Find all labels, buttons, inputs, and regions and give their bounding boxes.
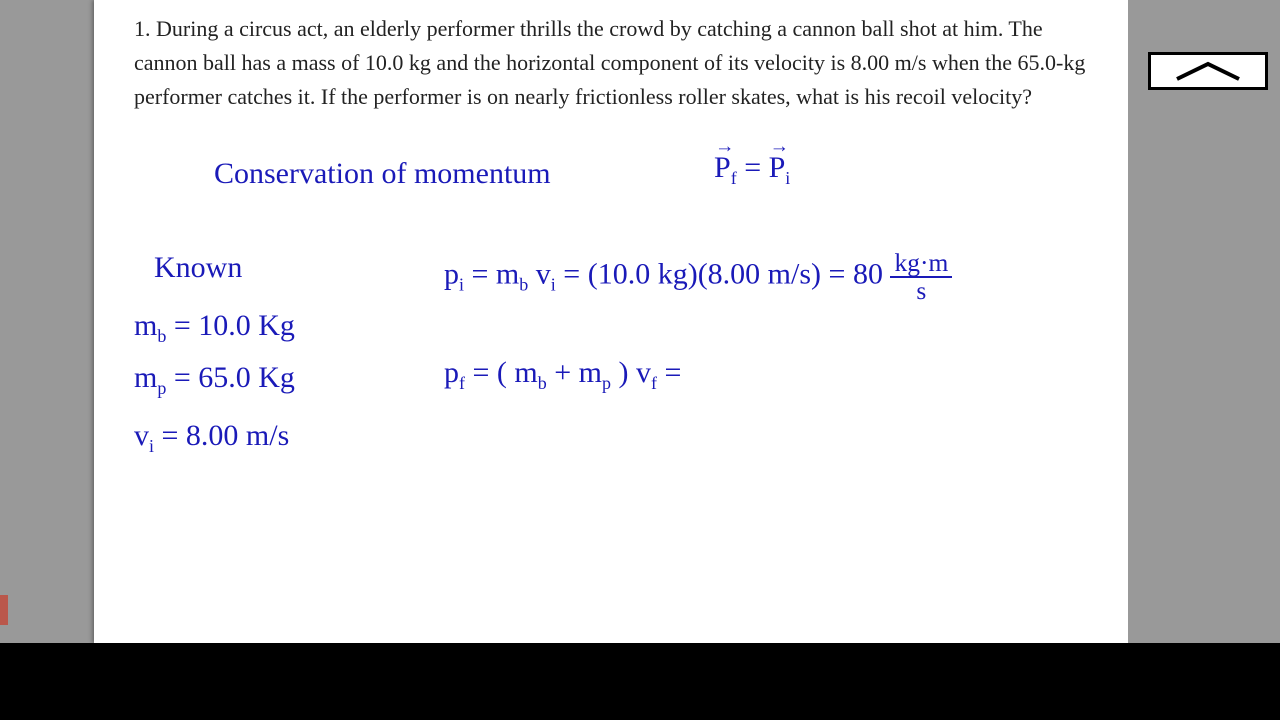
eq1: = [737,151,769,184]
hand-pf-expr: pf = ( mb + mp ) vf = [444,355,681,395]
pi-unit-frac: kg·m s [890,250,952,303]
hand-known-label: Known [154,250,242,286]
hand-vi: vi = 8.00 m/s [134,418,289,458]
right-gutter [1128,0,1280,643]
hand-pf-pi: Pf = Pi [714,150,790,190]
vec-pf: P [714,150,731,186]
hand-mp: mp = 65.0 Kg [134,360,295,400]
pi-unit-den: s [890,278,952,304]
red-marker [0,595,8,625]
document-page: 1. During a circus act, an elderly perfo… [94,0,1128,643]
left-gutter [0,0,94,643]
vec-pi: P [769,150,786,186]
problem-statement: 1. During a circus act, an elderly perfo… [134,12,1094,114]
collapse-button[interactable] [1148,52,1268,90]
chevron-up-icon [1173,61,1243,81]
pi-unit-num: kg·m [890,250,952,278]
pi-sym: P [769,151,786,184]
hand-mb: mb = 10.0 Kg [134,308,295,348]
viewer-area: 1. During a circus act, an elderly perfo… [0,0,1280,643]
hand-title: Conservation of momentum [214,156,551,192]
hand-pi-expr: pi = mb vi = (10.0 kg)(8.00 m/s) = 80 kg… [444,250,952,303]
pi-sub: i [785,168,790,188]
pf-sym: P [714,151,731,184]
